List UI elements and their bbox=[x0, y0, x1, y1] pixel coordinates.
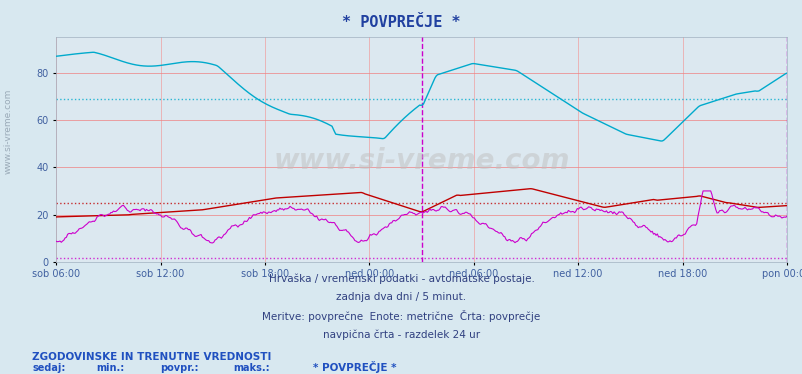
Text: www.si-vreme.com: www.si-vreme.com bbox=[3, 88, 13, 174]
Text: ZGODOVINSKE IN TRENUTNE VREDNOSTI: ZGODOVINSKE IN TRENUTNE VREDNOSTI bbox=[32, 352, 271, 362]
Text: zadnja dva dni / 5 minut.: zadnja dva dni / 5 minut. bbox=[336, 292, 466, 302]
Text: * POVPREČJE *: * POVPREČJE * bbox=[313, 361, 396, 373]
Text: Hrvaška / vremenski podatki - avtomatske postaje.: Hrvaška / vremenski podatki - avtomatske… bbox=[268, 273, 534, 283]
Text: www.si-vreme.com: www.si-vreme.com bbox=[273, 147, 569, 175]
Text: povpr.:: povpr.: bbox=[160, 363, 199, 373]
Text: maks.:: maks.: bbox=[233, 363, 269, 373]
Text: sedaj:: sedaj: bbox=[32, 363, 66, 373]
Text: Meritve: povprečne  Enote: metrične  Črta: povprečje: Meritve: povprečne Enote: metrične Črta:… bbox=[262, 310, 540, 322]
Text: min.:: min.: bbox=[96, 363, 124, 373]
Text: * POVPREČJE *: * POVPREČJE * bbox=[342, 15, 460, 30]
Text: navpična črta - razdelek 24 ur: navpična črta - razdelek 24 ur bbox=[322, 329, 480, 340]
